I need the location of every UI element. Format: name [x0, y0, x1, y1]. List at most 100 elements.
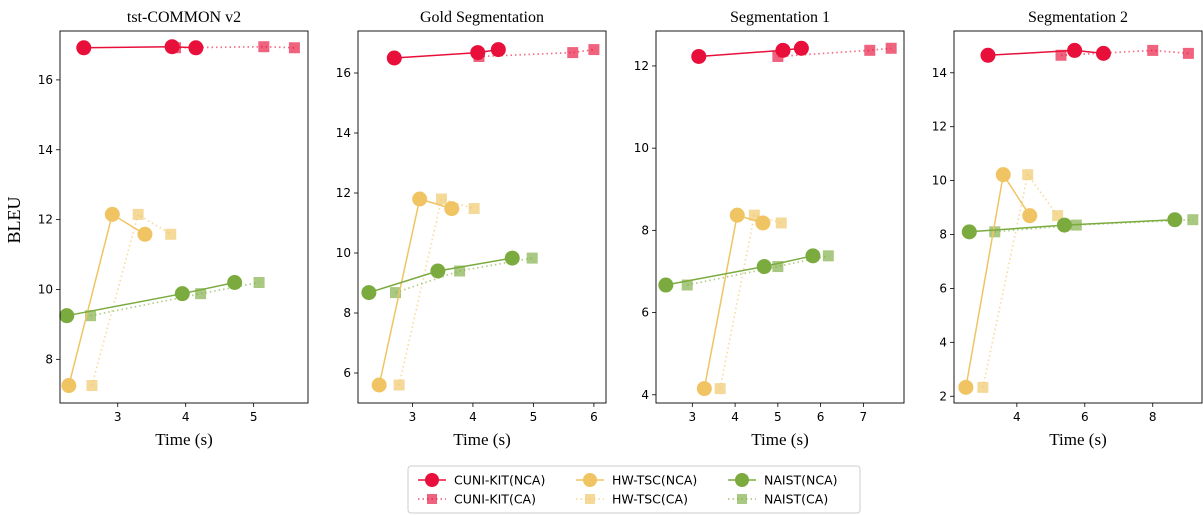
series-hw-tsc-nca [696, 207, 771, 397]
series-cuni-kit-nca [691, 40, 809, 64]
x-tick-label: 4 [182, 410, 190, 424]
data-point [504, 250, 520, 266]
legend-label: CUNI-KIT(CA) [454, 492, 536, 507]
data-point [227, 274, 243, 290]
data-point [714, 383, 726, 395]
data-point [195, 288, 207, 300]
data-point [772, 261, 784, 273]
legend-entry: CUNI-KIT(NCA) [418, 473, 545, 488]
y-tick-label: 6 [939, 281, 947, 295]
data-point [386, 50, 402, 66]
data-point [393, 379, 405, 391]
data-point [885, 42, 897, 54]
legend-marker [583, 473, 597, 487]
data-point [164, 39, 180, 55]
y-tick-label: 10 [336, 246, 351, 260]
y-tick-label: 8 [343, 306, 351, 320]
legend-label: CUNI-KIT(NCA) [454, 473, 545, 488]
series-naist-nca [658, 248, 821, 293]
series-hw-tsc-nca [371, 191, 460, 393]
series-cuni-kit-ca [1055, 44, 1194, 61]
data-point [435, 193, 447, 205]
y-tick-label: 12 [38, 213, 53, 227]
series-line [478, 48, 595, 58]
data-point [793, 40, 809, 56]
x-tick-label: 4 [731, 410, 739, 424]
data-point [444, 201, 460, 217]
y-tick-label: 10 [932, 174, 947, 188]
series-line [66, 281, 235, 317]
data-point [775, 42, 791, 58]
data-point [390, 287, 402, 299]
x-tick-label: 6 [817, 410, 825, 424]
data-point [165, 228, 177, 240]
series-line [719, 214, 782, 389]
data-point [59, 308, 75, 324]
series-naist-nca [961, 212, 1183, 240]
legend-entry: NAIST(NCA) [728, 473, 838, 488]
data-point [696, 381, 712, 397]
x-axis-label: Time (s) [155, 430, 212, 449]
series-line [665, 255, 814, 286]
series-naist-nca [59, 274, 243, 324]
data-point [729, 207, 745, 223]
x-tick-label: 5 [530, 410, 538, 424]
plot-frame [953, 30, 1203, 404]
y-tick-label: 8 [939, 228, 947, 242]
data-point [1187, 214, 1199, 226]
data-point [772, 50, 784, 62]
data-point [756, 259, 772, 275]
data-point [864, 44, 876, 56]
legend: CUNI-KIT(NCA) CUNI-KIT(CA) HW-TSC(NCA) HW-T… [407, 465, 861, 514]
subplot-title: Gold Segmentation [420, 9, 544, 26]
series-line [987, 49, 1104, 57]
data-point [1052, 210, 1064, 222]
x-tick-label: 6 [590, 410, 598, 424]
y-tick-label: 12 [932, 120, 947, 134]
series-line [91, 213, 172, 386]
y-tick-label: 4 [641, 388, 649, 402]
series-hw-tsc-nca [958, 167, 1038, 395]
data-point [412, 191, 428, 207]
data-point [1056, 217, 1072, 233]
data-point [805, 248, 821, 264]
y-tick-label: 6 [343, 366, 351, 380]
data-point [989, 226, 1001, 238]
data-point [86, 380, 98, 392]
data-point [174, 286, 190, 302]
x-axis-label: Time (s) [453, 430, 510, 449]
x-tick-label: 3 [114, 410, 122, 424]
data-point [980, 47, 996, 63]
data-point [61, 378, 77, 394]
data-point [470, 45, 486, 61]
series-cuni-kit-nca [980, 42, 1111, 63]
y-tick-label: 8 [641, 223, 649, 237]
data-point [567, 47, 579, 59]
data-point [748, 209, 760, 221]
data-point [658, 277, 674, 293]
data-point [977, 381, 989, 393]
series-line [68, 213, 146, 386]
data-point [85, 310, 97, 322]
y-tick-label: 12 [336, 186, 351, 200]
subplot-3: Segmentation 1 Time (s) 3 4 5 6 7 4 6 8 10 12 [634, 9, 905, 449]
series-hw-tsc-ca [86, 208, 177, 392]
data-point [1055, 49, 1067, 61]
legend-entry: HW-TSC(NCA) [576, 473, 697, 488]
data-point [822, 250, 834, 262]
data-point [775, 217, 787, 229]
y-tick-label: 4 [939, 335, 947, 349]
data-point [1022, 169, 1034, 181]
plot-frame [59, 30, 309, 404]
data-point [1167, 212, 1183, 228]
y-tick-label: 16 [336, 66, 351, 80]
subplot-title: tst-COMMON v2 [127, 9, 241, 26]
legend-entry: CUNI-KIT(CA) [418, 492, 536, 507]
data-point [132, 208, 144, 220]
y-tick-label: 14 [38, 143, 53, 157]
series-line [90, 281, 260, 317]
data-point [361, 285, 377, 301]
y-tick-label: 16 [38, 73, 53, 87]
data-point [137, 226, 153, 242]
